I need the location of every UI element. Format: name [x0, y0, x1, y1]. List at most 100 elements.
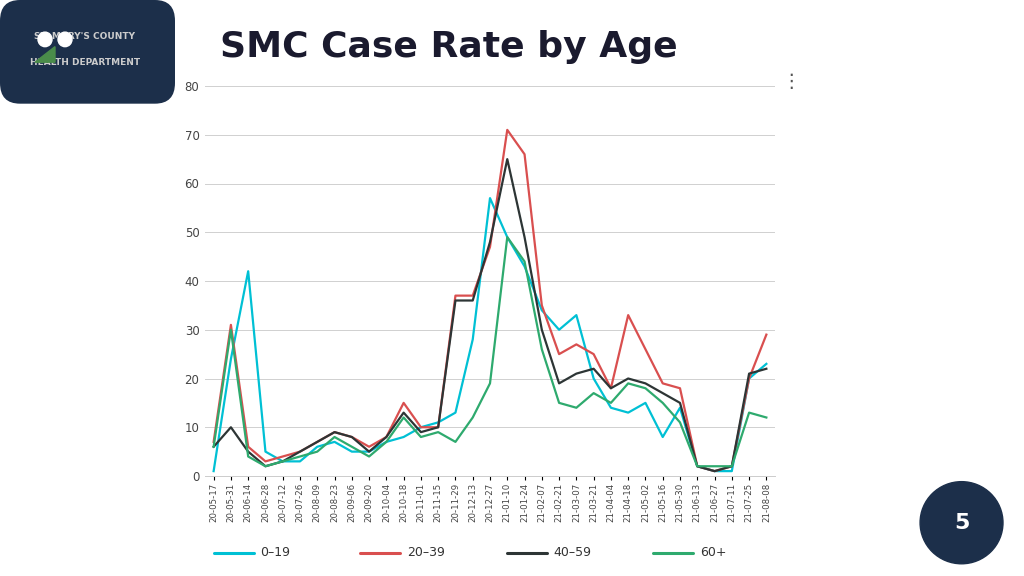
20-39: [570, 341, 583, 348]
60+: [362, 453, 375, 460]
60+: [709, 463, 721, 469]
FancyBboxPatch shape: [0, 0, 175, 104]
60+: [743, 409, 756, 416]
40-59: [208, 444, 220, 450]
Text: New Case Rate per 100,000 by age (Includes Lab Positive PCR & Antigen Tests): New Case Rate per 100,000 by age (Includ…: [205, 106, 763, 119]
20-39: [605, 385, 617, 392]
60+: [622, 380, 634, 387]
20-39: [518, 151, 530, 158]
20-39: [691, 463, 703, 469]
Text: 5: 5: [953, 513, 970, 533]
40-59: [397, 409, 410, 416]
40-59: [276, 458, 289, 465]
0-19: [588, 375, 600, 382]
0-19: [415, 424, 427, 431]
0-19: [346, 448, 358, 455]
Line: 60+: 60+: [214, 237, 766, 466]
0-19: [276, 458, 289, 465]
60+: [518, 258, 530, 265]
40-59: [726, 463, 738, 469]
0-19: [501, 234, 513, 241]
60+: [311, 448, 324, 455]
Text: 20–39: 20–39: [408, 547, 444, 559]
60+: [346, 444, 358, 450]
0-19: [605, 404, 617, 411]
40-59: [518, 234, 530, 241]
20-39: [329, 429, 341, 435]
20-39: [674, 385, 686, 392]
40-59: [329, 429, 341, 435]
60+: [224, 326, 237, 333]
Line: 0-19: 0-19: [214, 198, 766, 471]
0-19: [380, 438, 392, 445]
Text: 0–19: 0–19: [260, 547, 291, 559]
0-19: [536, 307, 548, 314]
60+: [536, 346, 548, 353]
20-39: [311, 438, 324, 445]
40-59: [311, 438, 324, 445]
60+: [450, 438, 462, 445]
20-39: [656, 380, 669, 387]
20-39: [501, 126, 513, 133]
40-59: [450, 297, 462, 304]
0-19: [467, 336, 479, 343]
60+: [656, 399, 669, 406]
20-39: [294, 448, 306, 455]
20-39: [276, 453, 289, 460]
0-19: [208, 468, 220, 475]
60+: [605, 399, 617, 406]
20-39: [639, 346, 651, 353]
Text: SMC Case Rate by Age: SMC Case Rate by Age: [220, 29, 678, 64]
0-19: [259, 448, 271, 455]
20-39: [346, 434, 358, 441]
60+: [294, 453, 306, 460]
0-19: [224, 355, 237, 362]
Polygon shape: [35, 47, 55, 62]
40-59: [743, 370, 756, 377]
40-59: [380, 434, 392, 441]
60+: [467, 414, 479, 421]
60+: [242, 453, 254, 460]
60+: [501, 234, 513, 241]
40-59: [415, 429, 427, 435]
60+: [397, 414, 410, 421]
40-59: [362, 448, 375, 455]
20-39: [760, 331, 772, 338]
60+: [432, 429, 444, 435]
60+: [276, 458, 289, 465]
0-19: [242, 268, 254, 275]
20-39: [553, 351, 565, 358]
40-59: [605, 385, 617, 392]
60+: [639, 385, 651, 392]
Text: 60+: 60+: [700, 547, 726, 559]
40-59: [536, 326, 548, 333]
0-19: [450, 409, 462, 416]
0-19: [743, 375, 756, 382]
60+: [570, 404, 583, 411]
20-39: [536, 302, 548, 309]
0-19: [622, 409, 634, 416]
40-59: [709, 468, 721, 475]
0-19: [329, 438, 341, 445]
40-59: [674, 399, 686, 406]
Text: This graph updated weekly.: This graph updated weekly.: [205, 129, 370, 142]
40-59: [656, 390, 669, 397]
0-19: [432, 419, 444, 426]
Line: 40-59: 40-59: [214, 159, 766, 471]
20-39: [726, 463, 738, 469]
20-39: [208, 438, 220, 445]
20-39: [622, 312, 634, 319]
40-59: [224, 424, 237, 431]
60+: [259, 463, 271, 469]
Text: 40–59: 40–59: [554, 547, 592, 559]
20-39: [709, 468, 721, 475]
0-19: [311, 444, 324, 450]
20-39: [259, 458, 271, 465]
Line: 20-39: 20-39: [214, 130, 766, 471]
Text: ST. MARY'S COUNTY: ST. MARY'S COUNTY: [35, 32, 135, 41]
0-19: [518, 263, 530, 270]
40-59: [570, 370, 583, 377]
0-19: [639, 399, 651, 406]
40-59: [294, 448, 306, 455]
20-39: [397, 399, 410, 406]
